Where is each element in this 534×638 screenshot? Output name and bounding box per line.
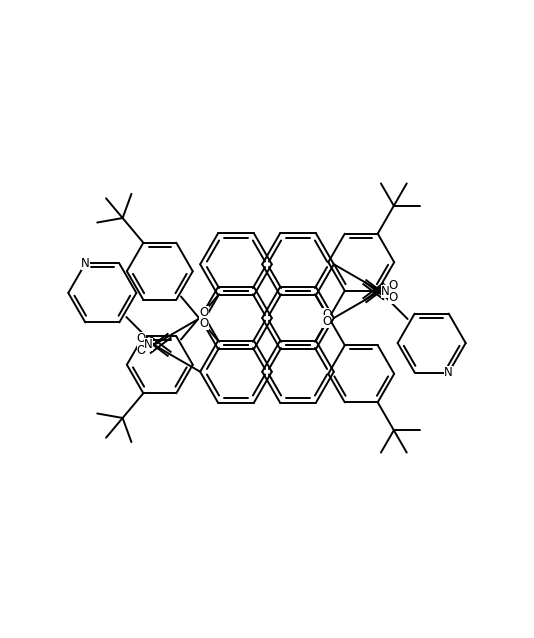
Text: N: N xyxy=(381,285,390,298)
Text: N: N xyxy=(81,257,90,270)
Text: O: O xyxy=(322,308,332,321)
Text: O: O xyxy=(137,332,146,345)
Text: O: O xyxy=(199,318,209,330)
Text: O: O xyxy=(388,279,397,292)
Text: O: O xyxy=(388,291,397,304)
Text: O: O xyxy=(322,315,332,329)
Text: N: N xyxy=(444,366,453,379)
Text: N: N xyxy=(144,338,153,352)
Text: O: O xyxy=(199,306,209,318)
Text: O: O xyxy=(137,345,146,357)
